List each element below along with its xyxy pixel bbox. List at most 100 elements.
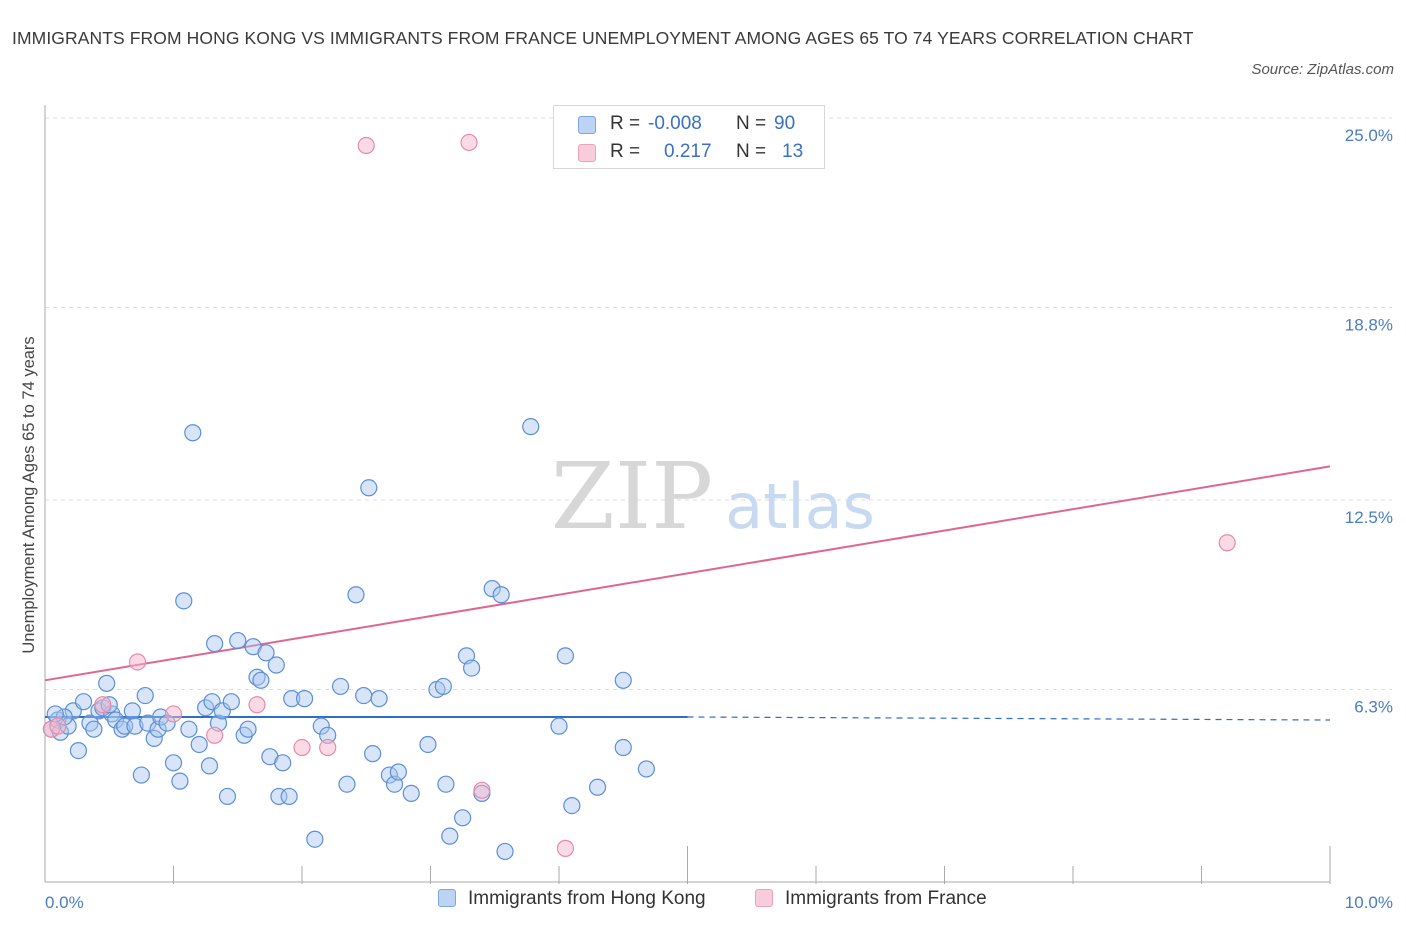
watermark: ZIP atlas	[551, 443, 875, 550]
legend-n-value-hong-kong: 90	[774, 113, 796, 134]
watermark-zip: ZIP	[551, 443, 713, 550]
watermark-atlas: atlas	[725, 470, 875, 543]
point-hong-kong-52	[295, 690, 314, 708]
point-hong-kong-30	[190, 735, 208, 754]
point-hong-kong-70	[437, 775, 455, 793]
point-hong-kong-79	[522, 418, 540, 436]
x-tick-label-max: 10.0%	[1345, 893, 1393, 912]
point-hong-kong-6	[74, 693, 93, 711]
point-hong-kong-84	[614, 671, 632, 689]
point-france-11	[460, 133, 478, 152]
point-hong-kong-72	[454, 809, 472, 827]
point-france-1	[49, 717, 67, 735]
y-axis-label: Unemployment Among Ages 65 to 74 years	[20, 336, 38, 653]
bottom-legend-label-hong-kong: Immigrants from Hong Kong	[468, 888, 706, 909]
legend-r-label: R =	[610, 113, 641, 134]
point-hong-kong-51	[283, 690, 301, 708]
point-france-10	[473, 781, 491, 799]
point-hong-kong-16	[123, 702, 141, 720]
point-hong-kong-25	[164, 754, 183, 772]
x-tick-label-min: 0.0%	[45, 893, 84, 912]
legend-n-label: N =	[736, 113, 767, 134]
point-france-13	[1218, 534, 1236, 552]
chart-title: IMMIGRANTS FROM HONG KONG VS IMMIGRANTS …	[12, 28, 1194, 48]
bottom-legend-hong-kong: Immigrants from Hong Kong	[438, 888, 706, 910]
point-hong-kong-26	[171, 772, 189, 790]
point-france-6	[248, 696, 266, 714]
point-hong-kong-34	[206, 635, 224, 653]
legend-swatch-france	[578, 144, 596, 162]
point-hong-kong-86	[637, 760, 655, 778]
point-hong-kong-13	[107, 711, 125, 729]
point-hong-kong-81	[556, 647, 575, 665]
point-hong-kong-44	[252, 671, 270, 689]
bottom-legend-swatch-france	[755, 889, 773, 907]
point-hong-kong-67	[419, 735, 437, 754]
point-hong-kong-29	[184, 424, 202, 442]
grid-lines	[45, 117, 1392, 690]
point-hong-kong-50	[280, 787, 298, 806]
point-hong-kong-59	[355, 686, 373, 705]
trend-line-hong-kong-extension	[687, 716, 1331, 721]
series-france-points	[42, 133, 1236, 857]
point-hong-kong-21	[145, 729, 163, 747]
y-tick-label-3: 25.0%	[1345, 126, 1393, 145]
legend-r-value-hong-kong: -0.008	[648, 113, 702, 134]
point-hong-kong-17	[126, 717, 144, 735]
point-hong-kong-11	[98, 674, 116, 692]
point-hong-kong-58	[347, 586, 365, 604]
point-hong-kong-66	[402, 784, 420, 802]
point-france-2	[94, 696, 112, 714]
point-france-9	[357, 136, 375, 155]
point-hong-kong-39	[229, 631, 247, 650]
point-hong-kong-62	[370, 690, 388, 708]
point-hong-kong-57	[338, 775, 356, 793]
axes	[44, 105, 1331, 884]
legend-r-label: R =	[610, 141, 641, 162]
point-france-4	[164, 705, 183, 723]
y-tick-label-0: 6.3%	[1354, 697, 1393, 716]
point-hong-kong-37	[218, 787, 237, 806]
point-hong-kong-69	[434, 677, 452, 696]
point-hong-kong-85	[614, 738, 632, 757]
point-hong-kong-49	[274, 754, 292, 772]
point-hong-kong-18	[132, 766, 150, 784]
y-tick-label-1: 12.5%	[1345, 508, 1393, 527]
point-hong-kong-78	[496, 842, 514, 861]
bottom-legend-swatch-hong-kong	[438, 889, 456, 907]
correlation-legend: R = -0.008 N = 90 R = 0.217 N = 13	[553, 105, 825, 169]
point-hong-kong-45	[257, 644, 275, 662]
point-hong-kong-41	[239, 720, 257, 738]
point-hong-kong-28	[180, 720, 198, 738]
legend-r-value-france: 0.217	[664, 141, 712, 162]
point-hong-kong-76	[483, 580, 501, 598]
point-hong-kong-5	[69, 741, 88, 760]
point-hong-kong-27	[175, 592, 193, 610]
point-hong-kong-47	[267, 656, 285, 674]
point-hong-kong-71	[441, 827, 459, 845]
point-hong-kong-8	[85, 720, 103, 738]
point-hong-kong-32	[200, 757, 219, 775]
point-hong-kong-82	[563, 796, 581, 815]
point-hong-kong-19	[136, 686, 154, 705]
point-france-5	[206, 726, 224, 744]
point-hong-kong-54	[312, 717, 330, 735]
point-hong-kong-36	[213, 702, 231, 720]
point-hong-kong-53	[306, 830, 324, 848]
point-hong-kong-77	[492, 586, 510, 604]
legend-n-value-france: 13	[782, 141, 804, 162]
bottom-legend-label-france: Immigrants from France	[785, 888, 987, 909]
point-hong-kong-56	[331, 677, 350, 696]
point-hong-kong-65	[389, 763, 407, 781]
point-hong-kong-31	[197, 699, 215, 717]
point-hong-kong-63	[380, 766, 398, 784]
point-hong-kong-74	[463, 659, 481, 677]
legend-swatch-hong-kong	[578, 116, 596, 134]
point-hong-kong-83	[588, 778, 607, 796]
point-hong-kong-60	[360, 479, 378, 497]
point-france-12	[556, 839, 575, 857]
legend-n-label: N =	[736, 141, 767, 162]
point-hong-kong-61	[364, 745, 382, 763]
bottom-legend-france: Immigrants from France	[755, 888, 987, 910]
